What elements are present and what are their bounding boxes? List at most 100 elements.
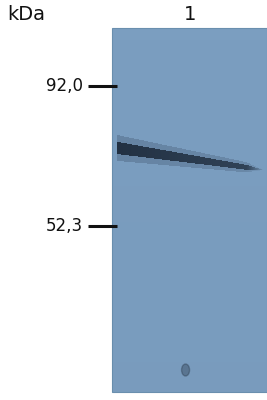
Bar [173, 147, 174, 166]
Bar [178, 153, 179, 162]
Bar [188, 154, 189, 163]
Bar [237, 163, 238, 169]
Bar [112, 89, 267, 95]
Bar [112, 28, 267, 392]
Bar [112, 222, 267, 228]
Bar [209, 154, 210, 169]
Bar [210, 154, 211, 169]
Bar [127, 144, 128, 155]
Bar [219, 160, 220, 166]
Bar [215, 156, 216, 170]
Bar [181, 153, 182, 162]
Bar [128, 137, 129, 162]
Bar [208, 154, 209, 169]
Bar [171, 146, 172, 166]
Bar [118, 142, 119, 154]
Bar [140, 146, 141, 157]
Bar [142, 140, 143, 163]
Bar [232, 159, 233, 171]
Bar [184, 149, 185, 167]
Bar [112, 204, 267, 210]
Bar [245, 162, 246, 172]
Bar [112, 162, 267, 168]
Bar [164, 145, 165, 165]
Bar [245, 165, 246, 170]
Bar [247, 165, 248, 170]
Text: 1: 1 [183, 4, 196, 24]
Bar [169, 146, 170, 166]
Bar [182, 154, 183, 162]
Bar [112, 234, 267, 240]
Bar [112, 192, 267, 198]
Bar [120, 142, 121, 154]
Bar [221, 157, 222, 170]
Bar [130, 138, 131, 162]
Bar [206, 154, 207, 169]
Bar [157, 149, 158, 159]
Bar [154, 148, 155, 158]
Bar [147, 147, 148, 158]
Bar [112, 283, 267, 289]
Bar [112, 331, 267, 338]
Bar [122, 143, 123, 155]
Bar [189, 155, 190, 163]
Bar [185, 149, 186, 167]
Bar [127, 137, 128, 162]
Bar [233, 160, 234, 171]
Bar [134, 139, 135, 162]
Bar [132, 138, 133, 162]
Bar [179, 153, 180, 162]
Bar [112, 113, 267, 119]
Bar [204, 153, 205, 169]
Bar [143, 146, 144, 157]
Bar [207, 154, 208, 169]
Bar [155, 149, 156, 159]
Bar [189, 150, 190, 167]
Bar [112, 362, 267, 368]
Bar [214, 156, 215, 170]
Bar [200, 157, 201, 164]
Bar [220, 160, 221, 166]
Bar [187, 154, 188, 162]
Bar [112, 350, 267, 356]
Bar [217, 156, 218, 170]
Bar [112, 40, 267, 46]
Bar [132, 144, 133, 156]
Bar [139, 146, 140, 157]
Bar [239, 161, 240, 172]
Bar [201, 153, 202, 168]
Bar [112, 82, 267, 89]
Bar [229, 162, 230, 168]
Bar [174, 147, 175, 166]
Bar [158, 149, 159, 159]
Bar [190, 155, 191, 163]
Bar [242, 161, 243, 172]
Bar [208, 158, 209, 165]
Bar [112, 174, 267, 180]
Bar [180, 148, 181, 166]
Bar [157, 144, 158, 164]
Bar [131, 144, 132, 156]
Bar [207, 158, 208, 165]
Bar [244, 164, 245, 170]
Bar [243, 162, 244, 172]
Bar [249, 164, 250, 172]
Bar [112, 149, 267, 155]
Bar [135, 139, 136, 162]
Bar [176, 148, 177, 166]
Bar [171, 152, 172, 161]
Bar [195, 156, 196, 164]
Bar [205, 154, 206, 169]
Bar [198, 152, 199, 168]
Bar [112, 64, 267, 70]
Bar [150, 148, 151, 158]
Bar [240, 164, 241, 169]
Bar [125, 137, 126, 162]
Bar [192, 155, 193, 163]
Bar [180, 153, 181, 162]
Bar [193, 156, 194, 163]
Bar [201, 157, 202, 164]
Bar [143, 140, 144, 163]
Bar [257, 167, 258, 171]
Bar [251, 164, 252, 172]
